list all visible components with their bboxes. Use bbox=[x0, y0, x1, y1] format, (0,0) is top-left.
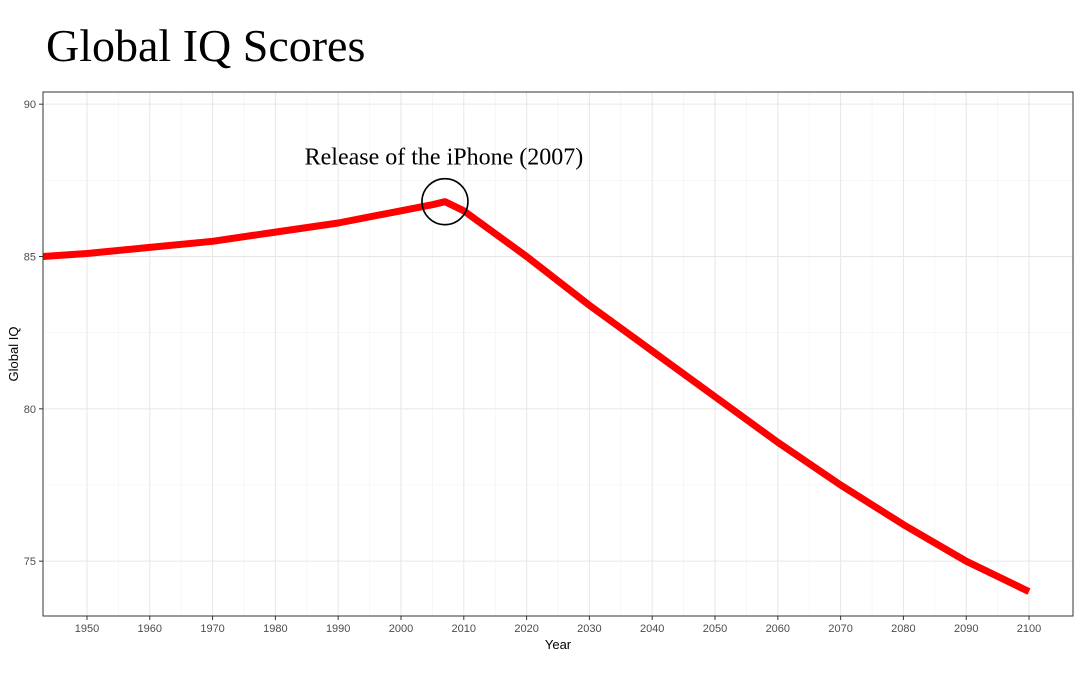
y-tick-label: 75 bbox=[24, 556, 36, 568]
x-axis-title: Year bbox=[545, 637, 572, 652]
page-title: Global IQ Scores bbox=[46, 20, 366, 71]
annotation-layer: Release of the iPhone (2007) bbox=[305, 145, 584, 226]
x-tick-label: 2010 bbox=[452, 623, 476, 635]
y-tick-label: 90 bbox=[24, 99, 36, 111]
annotation-circle bbox=[421, 177, 469, 226]
x-tick-label: 1960 bbox=[138, 623, 162, 635]
x-tick-label: 2060 bbox=[766, 623, 790, 635]
x-tick-label: 2100 bbox=[1017, 623, 1041, 635]
x-tick-label: 2050 bbox=[703, 623, 727, 635]
x-tick-label: 2040 bbox=[640, 623, 664, 635]
grid-major bbox=[43, 92, 1073, 616]
x-tick-label: 1970 bbox=[200, 623, 224, 635]
annotation-label: Release of the iPhone (2007) bbox=[305, 145, 584, 171]
x-tick-label: 2000 bbox=[389, 623, 413, 635]
x-tick-label: 2070 bbox=[828, 623, 852, 635]
y-tick-label: 85 bbox=[24, 252, 36, 264]
x-tick-label: 2020 bbox=[514, 623, 538, 635]
plot-border bbox=[42, 91, 1074, 617]
x-tick-label: 2030 bbox=[577, 623, 601, 635]
x-tick-label: 1990 bbox=[326, 623, 350, 635]
x-axis: 1950 1960 1970 1980 1990 2000 2010 2020 2030 2040… bbox=[75, 616, 1041, 635]
y-axis: 75 80 85 90 bbox=[24, 99, 43, 568]
y-tick-label: 80 bbox=[24, 404, 36, 416]
x-tick-label: 2080 bbox=[891, 623, 915, 635]
y-axis-title: Global IQ bbox=[6, 327, 21, 382]
x-tick-label: 1950 bbox=[75, 623, 99, 635]
series-layer bbox=[42, 198, 1031, 595]
x-tick-label: 1980 bbox=[263, 623, 287, 635]
plot-panel: Release of the iPhone (2007) bbox=[42, 91, 1074, 617]
x-tick-label: 2090 bbox=[954, 623, 978, 635]
grid-minor bbox=[43, 92, 1073, 616]
